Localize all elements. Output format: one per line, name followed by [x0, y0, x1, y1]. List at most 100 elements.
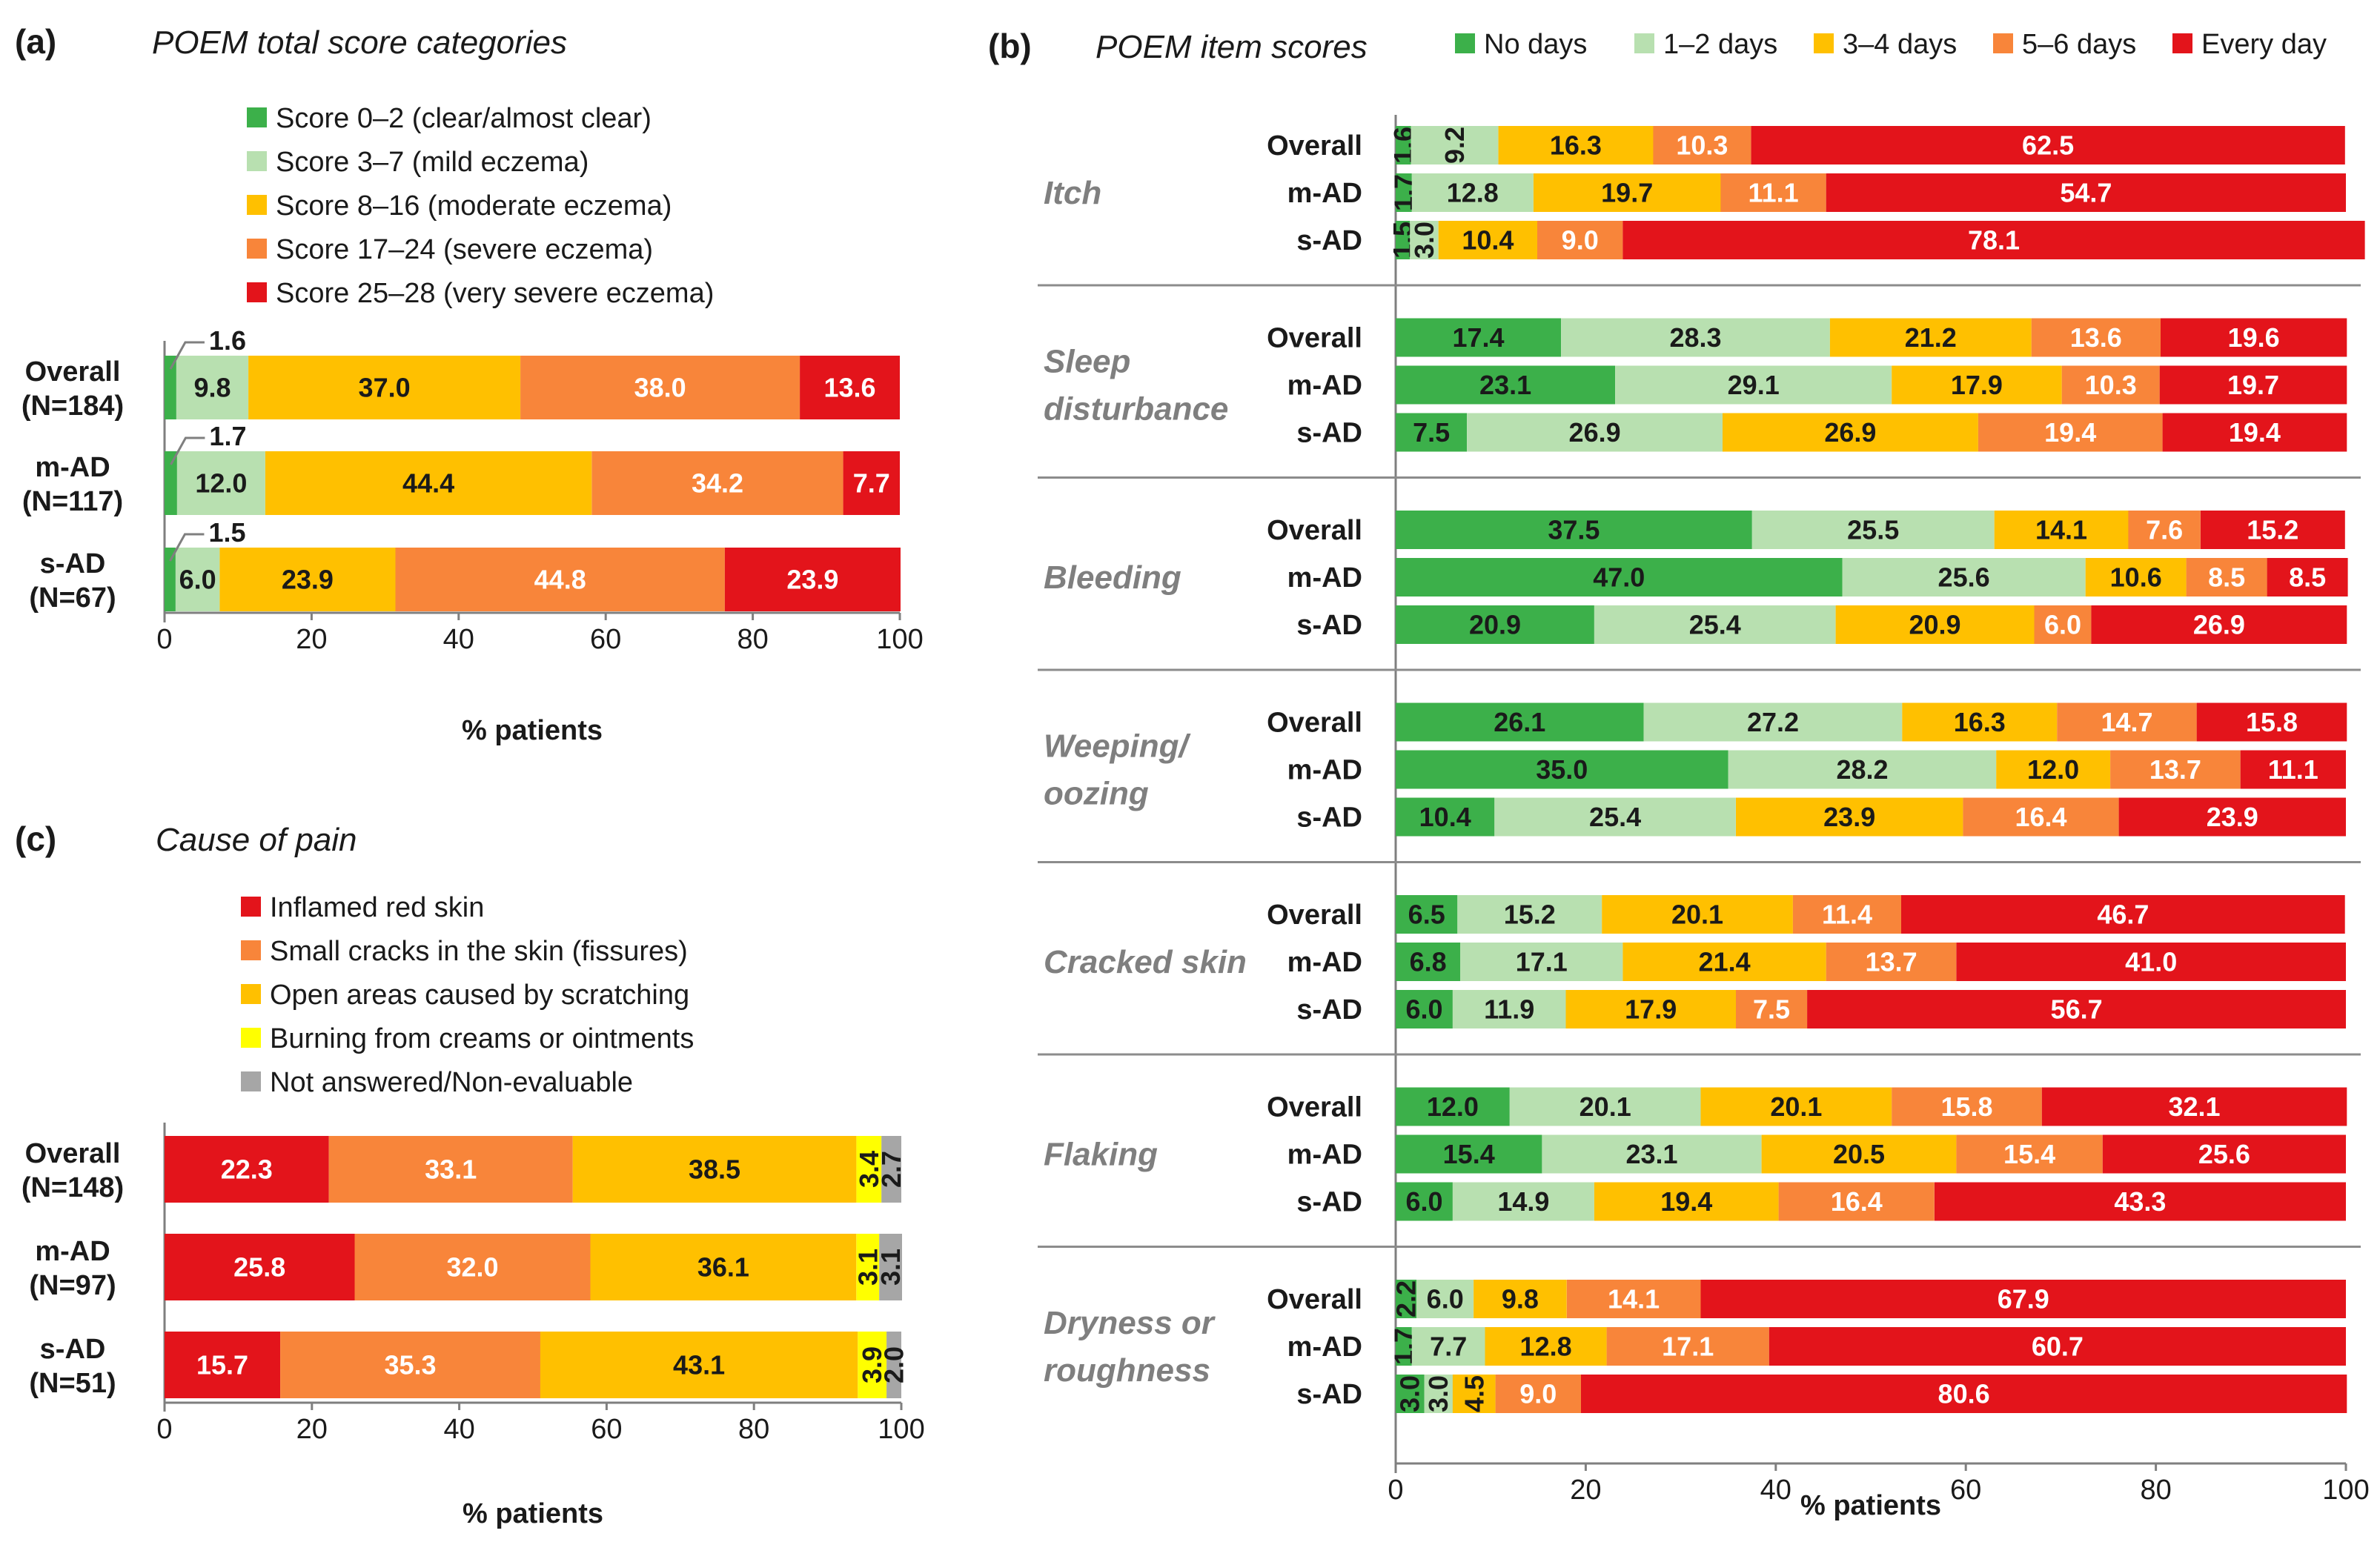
panel-b-group-3-row-2-value-3: 16.4 [2015, 802, 2066, 832]
panel-a-row-label-0: Overall [25, 356, 121, 388]
panel-b-group-3-row-0-segment-0 [1396, 702, 1644, 742]
panel-b-group-3-row-0-value-0: 26.1 [1494, 707, 1545, 737]
panel-b-group-4-row-0-value-0: 6.5 [1408, 900, 1445, 930]
panel-b-group-2-row-0-value-1: 25.5 [1847, 515, 1899, 545]
panel-b-group-1-row-1-value-0: 23.1 [1479, 370, 1531, 400]
panel-c-row-label-1: m-AD [35, 1236, 110, 1267]
panel-b-group-2-row-0-value-4: 15.2 [2247, 515, 2298, 545]
panel-b-group-1-row-2-value-4: 19.4 [2229, 417, 2281, 448]
panel-c-legend-entry-1: Small cracks in the skin (fissures) [270, 936, 688, 967]
panel-b-group-2-row-1-segment-2 [2085, 558, 2187, 596]
panel-b-group-3-row-0-value-1: 27.2 [1747, 707, 1799, 737]
panel-b-group-3-row-1-value-3: 13.7 [2149, 754, 2201, 785]
panel-b-group-6-row-1-segment-3 [1606, 1327, 1769, 1366]
panel-b-group-6-row-2-value-0: 3.0 [1395, 1375, 1425, 1412]
panel-b-group-6-row-label-1: m-AD [1287, 1332, 1362, 1363]
panel-b-group-1-row-1-segment-2 [1892, 365, 2062, 405]
panel-b-group-5-row-0-value-0: 12.0 [1427, 1091, 1479, 1122]
panel-b-group-6-row-2-segment-3 [1495, 1375, 1581, 1413]
panel-b-group-3-row-0-value-3: 14.7 [2101, 707, 2152, 737]
panel-b-group-6-row-2-segment-0 [1396, 1375, 1425, 1413]
panel-a: (a) POEM total score categories Score 0–2 … [15, 22, 924, 746]
panel-c-tick-label-3: 60 [591, 1414, 622, 1445]
panel-b-legend-swatch-3 [1993, 33, 2013, 53]
panel-b-group-6-row-0-segment-3 [1566, 1280, 1701, 1318]
panel-b-tick-label-0: 0 [1388, 1475, 1403, 1506]
panel-b-group-0-row-2-segment-4 [1622, 221, 2365, 259]
panel-b-group-4-row-1-value-3: 13.7 [1866, 947, 1917, 977]
panel-b-legend-entry-0: No days [1484, 29, 1587, 60]
panel-b-group-4-row-2-value-2: 17.9 [1625, 994, 1677, 1025]
panel-b-group-6-row-1-segment-0 [1396, 1327, 1412, 1366]
panel-b-group-4-row-label-2: s-AD [1296, 994, 1362, 1026]
panel-b-group-6-row-0-value-3: 14.1 [1608, 1284, 1660, 1315]
panel-b-group-5-row-label-2: s-AD [1296, 1187, 1362, 1218]
panel-b-group-5-row-1-value-3: 15.4 [2003, 1139, 2055, 1169]
panel-b-group-4-row-2-value-3: 7.5 [1753, 994, 1790, 1025]
panel-b-group-4-row-0-segment-4 [1901, 895, 2345, 934]
panel-b-group-3-row-1-value-4: 11.1 [2268, 754, 2318, 785]
panel-b-group-1-row-1-segment-4 [2159, 365, 2347, 405]
panel-a-row-label-2: s-AD [40, 548, 106, 579]
panel-c-row-1-value-3: 3.1 [852, 1249, 883, 1286]
panel-b-group-1-row-2-value-0: 7.5 [1413, 417, 1450, 448]
panel-c-legend-entry-4: Not answered/Non-evaluable [270, 1067, 633, 1098]
panel-b-group-0-row-2-segment-0 [1396, 221, 1411, 259]
panel-b-group-3-row-2-segment-0 [1396, 797, 1495, 837]
panel-b-group-5-row-0-segment-4 [2041, 1087, 2347, 1126]
panel-b-group-2-row-2-segment-2 [1835, 605, 2035, 644]
panel-a-legend-swatch-2 [247, 195, 267, 215]
panel-a-row-0-segment-3 [520, 356, 800, 419]
panel-b-group-5-row-1-segment-1 [1542, 1134, 1762, 1174]
panel-c-row-2-value-1: 35.3 [384, 1350, 436, 1380]
panel-b-legend-entry-2: 3–4 days [1843, 29, 1957, 60]
panel-b-group-5-row-1-value-1: 23.1 [1625, 1139, 1677, 1169]
panel-a-legend-swatch-0 [247, 107, 267, 127]
panel-b-group-0-row-1-segment-0 [1396, 173, 1412, 212]
panel-b-group-2-row-2-value-1: 25.4 [1689, 610, 1741, 640]
panel-b-label: (b) [988, 27, 1032, 65]
panel-b-group-1-row-label-0: Overall [1267, 323, 1362, 354]
panel-a-row-1-value-4: 7.7 [853, 468, 890, 499]
panel-c-row-1-segment-2 [590, 1234, 857, 1300]
panel-b-group-1-row-0-value-2: 21.2 [1905, 322, 1957, 353]
panel-a-label: (a) [15, 22, 56, 61]
panel-b-group-4-row-2-segment-0 [1396, 990, 1453, 1028]
panel-a-legend-swatch-3 [247, 239, 267, 259]
panel-a-callout-line-2 [169, 533, 205, 562]
panel-a-row-2-value-4: 23.9 [786, 565, 838, 595]
panel-b-group-4-row-1-segment-3 [1826, 943, 1957, 981]
panel-b-group-1-row-1-segment-1 [1615, 365, 1892, 405]
panel-a-row-1-value-1: 12.0 [195, 468, 247, 499]
panel-c-row-label-2: s-AD [40, 1334, 106, 1365]
panel-b-legend-entry-4: Every day [2201, 29, 2327, 60]
panel-a-callout-value-2: 1.5 [208, 517, 245, 548]
panel-b-group-3-row-0-segment-2 [1902, 702, 2058, 742]
panel-b-group-0-row-2-value-4: 78.1 [1968, 225, 2020, 256]
panel-b-group-1-row-label-1: m-AD [1287, 370, 1362, 402]
panel-b-group-0-row-0-segment-4 [1751, 126, 2345, 164]
panel-b-legend-swatch-4 [2172, 33, 2192, 53]
panel-b-group-3-row-1-value-1: 28.2 [1836, 754, 1888, 785]
panel-b-group-4-row-0-segment-0 [1396, 895, 1458, 934]
panel-b-group-4-row-2-value-0: 6.0 [1405, 994, 1442, 1025]
panel-b-group-4-row-0-value-3: 11.4 [1822, 900, 1872, 930]
panel-a-row-count-2: (N=67) [29, 582, 116, 614]
panel-b-title: POEM item scores [1095, 29, 1368, 65]
panel-a-tick-label-4: 80 [737, 624, 768, 655]
panel-b-group-6-row-2-value-1: 3.0 [1423, 1375, 1453, 1412]
panel-b-group-2-row-label-1: m-AD [1287, 562, 1362, 594]
panel-c-row-0-value-0: 22.3 [221, 1154, 273, 1185]
panel-b-group-4-row-label-1: m-AD [1287, 947, 1362, 978]
panel-a-callout-line-0 [169, 341, 205, 370]
panel-c-tick-label-1: 20 [296, 1414, 328, 1445]
panel-b-group-6-name-line-1: roughness [1044, 1352, 1210, 1389]
panel-b-group-0-row-2-segment-1 [1410, 221, 1439, 259]
panel-b-group-2-row-2-segment-4 [2091, 605, 2347, 644]
panel-b-group-3-row-2-segment-1 [1494, 797, 1736, 837]
panel-b-group-3-row-2-value-0: 10.4 [1419, 802, 1471, 832]
panel-c-row-label-0: Overall [25, 1138, 121, 1169]
panel-b-group-2-row-2-value-2: 20.9 [1909, 610, 1960, 640]
panel-a-row-2-value-2: 23.9 [282, 565, 334, 595]
panel-c-legend-swatch-1 [241, 940, 261, 960]
